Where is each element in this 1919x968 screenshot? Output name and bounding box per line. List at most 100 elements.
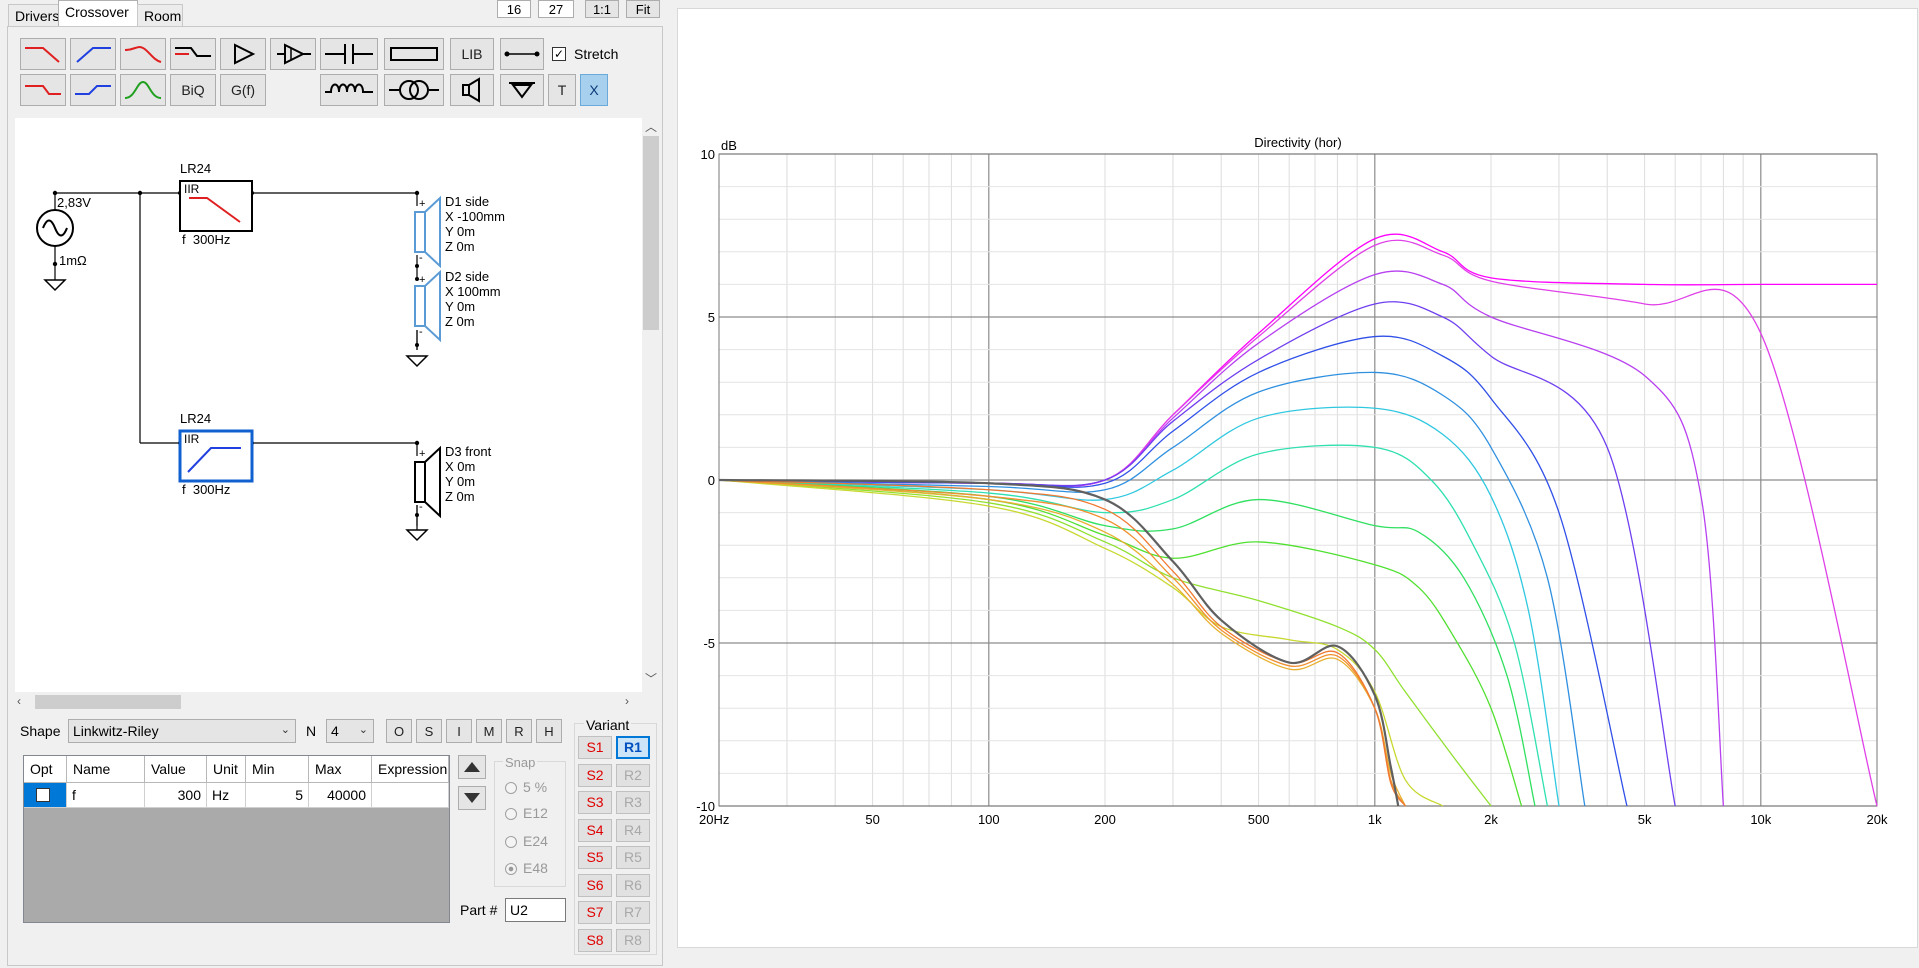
gf-button[interactable]: G(f) — [220, 74, 266, 106]
text-tool-button[interactable]: T — [548, 74, 576, 106]
resistor-icon — [390, 47, 438, 61]
move-up-button[interactable] — [458, 755, 486, 779]
variant-r6-button[interactable]: R6 — [616, 874, 650, 897]
table-row-max[interactable]: 40000 — [309, 783, 372, 808]
chart-panel[interactable]: Directivity (hor) dB 10 5 0 -5 -10 20Hz 50 100 2… — [677, 8, 1918, 948]
col-min: Min — [246, 756, 309, 783]
series-line — [718, 479, 1492, 807]
scroll-right-icon[interactable]: › — [625, 694, 629, 708]
highpass-button[interactable] — [70, 38, 116, 70]
variant-r2-button[interactable]: R2 — [616, 764, 650, 787]
schematic-hscrollbar[interactable]: ‹ › — [15, 692, 642, 712]
option-r-button[interactable]: R — [506, 719, 532, 743]
tab-room[interactable]: Room — [137, 4, 183, 26]
driver3-label: D3 front X 0m Y 0m Z 0m — [445, 444, 491, 504]
variant-r4-button[interactable]: R4 — [616, 819, 650, 842]
driver3-x: X 0m — [445, 459, 476, 474]
driver3-name: D3 front — [445, 444, 492, 459]
hscroll-thumb[interactable] — [35, 695, 181, 709]
variant-s1-button[interactable]: S1 — [578, 736, 612, 759]
stretch-checkbox[interactable]: ✓ — [552, 47, 566, 61]
snap-option-5pct[interactable]: 5 % — [505, 779, 547, 795]
ground-icon — [509, 82, 535, 99]
shelf-button[interactable] — [170, 38, 216, 70]
variant-r8-button[interactable]: R8 — [616, 929, 650, 952]
table-row-min[interactable]: 5 — [246, 783, 309, 808]
driver2-z: Z 0m — [445, 314, 475, 329]
biquad-button[interactable]: BiQ — [170, 74, 216, 106]
schematic-drawing — [36, 180, 441, 542]
y-axis-unit-label: dB — [721, 138, 737, 153]
variant-s4-button[interactable]: S4 — [578, 819, 612, 842]
snap-option-e24[interactable]: E24 — [505, 833, 548, 849]
wire-button[interactable] — [500, 38, 544, 70]
lowpass-curve-button[interactable] — [120, 38, 166, 70]
scroll-left-icon[interactable]: ‹ — [17, 694, 21, 708]
buffer-button[interactable] — [270, 38, 316, 70]
zoom-fit-button[interactable]: Fit — [626, 0, 660, 18]
driver3-y: Y 0m — [445, 474, 476, 489]
option-s-button[interactable]: S — [416, 719, 442, 743]
variant-s2-button[interactable]: S2 — [578, 764, 612, 787]
driver2-y: Y 0m — [445, 299, 476, 314]
table-row-expression[interactable] — [372, 783, 449, 808]
lib-button[interactable]: LIB — [450, 38, 494, 70]
zoom-1to1-button[interactable]: 1:1 — [585, 0, 619, 18]
variant-r3-button[interactable]: R3 — [616, 791, 650, 814]
variant-r7-button[interactable]: R7 — [616, 901, 650, 924]
table-row-value[interactable]: 300 — [145, 783, 207, 808]
snap-option-e48[interactable]: E48 — [505, 860, 548, 876]
speaker-button[interactable] — [450, 74, 494, 106]
resistor-button[interactable] — [384, 38, 444, 70]
option-h-button[interactable]: H — [536, 719, 562, 743]
lowpass-2-button[interactable] — [20, 74, 66, 106]
tab-drivers[interactable]: Drivers — [8, 4, 60, 26]
variant-s6-button[interactable]: S6 — [578, 874, 612, 897]
scroll-down-icon[interactable]: ﹀ — [644, 672, 657, 686]
chevron-down-icon: ⌄ — [358, 724, 368, 736]
vscroll-thumb[interactable] — [643, 136, 659, 330]
snap-option-label: 5 % — [523, 779, 548, 795]
variant-s8-button[interactable]: S8 — [578, 929, 612, 952]
variant-r5-button[interactable]: R5 — [616, 846, 650, 869]
delete-button[interactable]: X — [580, 74, 608, 106]
series-line — [718, 371, 1586, 807]
value-box-2[interactable]: 27 — [538, 0, 574, 18]
variant-s3-button[interactable]: S3 — [578, 791, 612, 814]
tab-crossover[interactable]: Crossover — [58, 0, 138, 27]
table-row-unit: Hz — [207, 783, 246, 808]
amplifier-button[interactable] — [220, 38, 266, 70]
scroll-up-icon[interactable]: ︿ — [644, 120, 657, 134]
variant-r1-button[interactable]: R1 — [616, 736, 650, 759]
order-select[interactable]: 4 ⌄ — [326, 719, 374, 743]
option-i-button[interactable]: I — [446, 719, 472, 743]
x-tick-label: 2k — [1484, 812, 1498, 827]
table-row-name[interactable]: f — [67, 783, 145, 808]
snap-option-e12[interactable]: E12 — [505, 805, 548, 821]
variant-s7-button[interactable]: S7 — [578, 901, 612, 924]
inductor-button[interactable] — [320, 74, 378, 106]
y-tick-label: 10 — [701, 147, 715, 162]
variant-s5-button[interactable]: S5 — [578, 846, 612, 869]
order-select-value: 4 — [331, 723, 339, 739]
schematic-canvas[interactable]: 2,83V 1mΩ LR24 IIR f 300Hz LR24 IIR f 30… — [15, 118, 642, 692]
driver1-label: D1 side X -100mm Y 0m Z 0m — [445, 194, 505, 254]
schematic-vscrollbar[interactable]: ︿ ﹀ — [642, 118, 660, 692]
ground-button[interactable] — [500, 74, 544, 106]
shape-select[interactable]: Linkwitz-Riley ⌄ — [68, 719, 296, 743]
table-row-opt[interactable] — [24, 783, 67, 808]
move-down-button[interactable] — [458, 786, 486, 810]
option-m-button[interactable]: M — [476, 719, 502, 743]
value-box-1[interactable]: 16 — [497, 0, 531, 18]
bandpass-button[interactable] — [120, 74, 166, 106]
shape-select-value: Linkwitz-Riley — [73, 723, 159, 739]
capacitor-button[interactable] — [320, 38, 378, 70]
lowpass-button[interactable] — [20, 38, 66, 70]
amplifier-icon — [234, 43, 256, 65]
part-number-input[interactable]: U2 — [505, 898, 566, 922]
transformer-button[interactable] — [384, 74, 444, 106]
filter1-title: LR24 — [180, 161, 212, 176]
opt-checkbox[interactable] — [36, 788, 50, 802]
highpass-2-button[interactable] — [70, 74, 116, 106]
option-o-button[interactable]: O — [386, 719, 412, 743]
